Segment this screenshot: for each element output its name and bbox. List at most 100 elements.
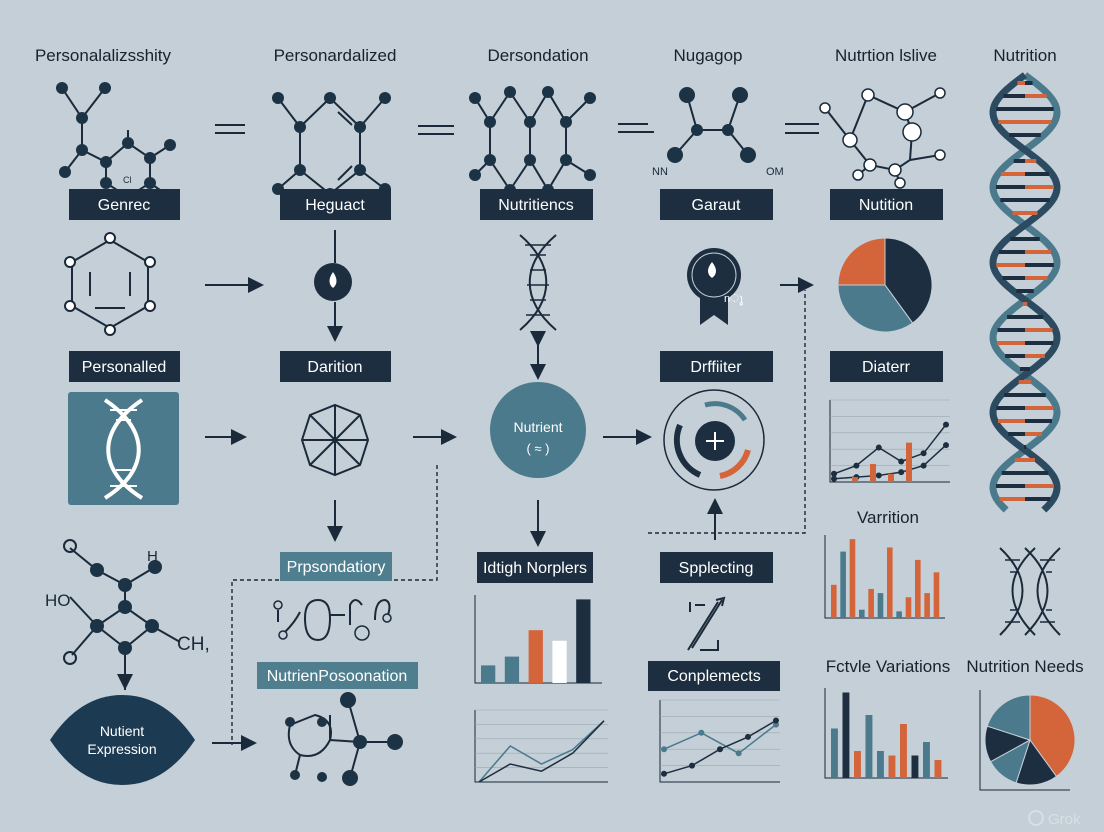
chart-bar	[924, 593, 930, 618]
nutrient-title: Nutrient	[513, 419, 562, 435]
atom-label-om: OM	[766, 166, 784, 178]
chart-line	[833, 444, 947, 480]
chart-point	[831, 470, 837, 477]
dashed-connector	[648, 290, 806, 534]
dna-box-icon	[68, 392, 179, 505]
chart-bar	[859, 609, 865, 618]
chart-point	[773, 721, 779, 728]
chart-bar	[849, 539, 856, 618]
chart-point	[898, 458, 905, 465]
needs-title: Nutrition Needs	[966, 657, 1083, 676]
needs-pie-chart	[979, 690, 1076, 791]
label-heguact: Heguact	[280, 189, 391, 220]
chart-line	[663, 724, 777, 755]
svg-text:Conplemects: Conplemects	[667, 668, 760, 685]
chart-axis	[824, 535, 945, 619]
chart-point	[898, 469, 905, 476]
small-dna-icon	[999, 547, 1061, 636]
svg-text:Nutient: Nutient	[100, 723, 144, 739]
idtigh-bar-chart	[474, 595, 602, 684]
dna-strand	[989, 72, 1061, 513]
chart-bar	[854, 751, 861, 778]
chart-bar	[934, 760, 942, 778]
equals-sign	[418, 125, 454, 135]
chart-bar	[481, 665, 496, 683]
chart-point	[943, 421, 949, 428]
chart-bar	[842, 692, 850, 778]
chart-point	[831, 475, 837, 482]
chart-point	[773, 717, 779, 724]
chart-bar	[896, 611, 902, 618]
label-nutition: Nutition	[830, 189, 943, 220]
molecule-6: H HO CH,	[45, 539, 210, 690]
drop-icon	[314, 263, 352, 301]
brain-network-icon	[300, 403, 370, 477]
chart-point	[943, 442, 949, 449]
chart-bar	[865, 715, 873, 778]
variation-title: Varrition	[857, 508, 919, 527]
chart-axis	[979, 690, 1070, 791]
label-garaut: Garaut	[660, 189, 773, 220]
label-personalled: Personalled	[69, 351, 180, 382]
svg-text:Drffiiter: Drffiiter	[690, 359, 742, 376]
chart-bar	[870, 463, 876, 482]
pie-slice	[837, 284, 914, 333]
chart-point	[745, 733, 751, 740]
chart-bar	[552, 640, 567, 683]
svg-text:Spplecting: Spplecting	[679, 560, 754, 577]
svg-text:NutrienPosoonation: NutrienPosoonation	[267, 668, 408, 685]
label-spplecting: Spplecting	[660, 552, 773, 583]
atom-label-h: H	[147, 548, 158, 565]
svg-text:Grok: Grok	[1048, 811, 1081, 828]
svg-text:Darition: Darition	[307, 359, 362, 376]
label-conplemects: Conplemects	[648, 661, 780, 691]
chart-point	[853, 462, 860, 469]
chart-axis	[829, 400, 950, 483]
chart-bar	[877, 593, 884, 618]
chart-bar	[831, 584, 837, 618]
chart-bar	[576, 599, 591, 683]
svg-text:Idtigh Norplers: Idtigh Norplers	[483, 560, 587, 577]
chart-bar	[888, 473, 894, 482]
svg-text:Heguact: Heguact	[305, 197, 365, 214]
chart-bar	[888, 755, 896, 778]
label-nutrienposoonation: NutrienPosoonation	[257, 662, 418, 689]
label-idtigh-norplers: Idtigh Norplers	[477, 552, 593, 583]
pie-slice	[986, 694, 1031, 741]
title-5: Nutrtion lslive	[835, 46, 937, 65]
svg-text:Genrec: Genrec	[98, 197, 150, 214]
chart-axis	[824, 688, 948, 779]
arrow-sign	[618, 123, 654, 133]
pie-slice	[1029, 694, 1076, 778]
chart-bar	[504, 656, 520, 683]
dna-icon	[519, 234, 557, 331]
chart-line	[833, 424, 947, 475]
chart-bar	[528, 630, 543, 683]
title-1: Personalalizsshity	[35, 46, 172, 65]
chart-bar	[911, 755, 919, 778]
target-plus-icon	[663, 389, 765, 491]
chart-point	[689, 762, 695, 769]
chart-bar	[868, 588, 874, 618]
benzene-ring-icon	[64, 232, 156, 336]
badge-text: nു	[724, 293, 744, 305]
svg-text:Prpsondatiory: Prpsondatiory	[287, 559, 386, 576]
chart-bar	[923, 742, 930, 778]
atom-label-cl: Cl	[123, 175, 132, 185]
loop-circuit-icon	[273, 598, 392, 642]
nutrient-symbol: ( ≈ )	[526, 441, 549, 456]
chart-point	[698, 729, 705, 736]
title-3: Dersondation	[487, 46, 588, 65]
title-6: Nutrition	[993, 46, 1056, 65]
lifestyle-bar-chart	[824, 688, 948, 779]
chart-bar	[887, 547, 893, 618]
diet-pie-chart	[837, 237, 933, 333]
label-prpsondatiory: Prpsondatiory	[280, 552, 392, 581]
atom-label-ch: CH,	[177, 634, 210, 655]
chart-line	[478, 720, 605, 783]
line-chart-a	[474, 709, 608, 783]
equals-sign	[785, 123, 819, 134]
chart-bar	[840, 551, 846, 618]
chart-line	[478, 720, 605, 783]
title-4: Nugagop	[673, 46, 742, 65]
